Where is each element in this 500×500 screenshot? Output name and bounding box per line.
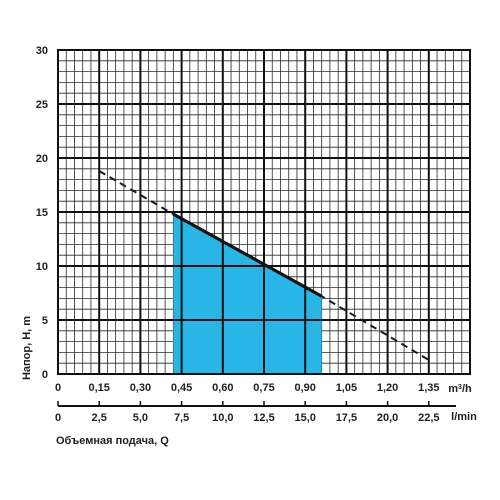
y-tick-label: 5: [42, 315, 48, 327]
y-axis-title: Напор, Н, m: [21, 316, 33, 380]
x-secondary-tick-label: 12,5: [253, 412, 274, 424]
y-tick-label: 20: [36, 153, 48, 165]
x-secondary-tick-label: 15,0: [294, 412, 315, 424]
x-primary-tick-label: 0,15: [88, 382, 109, 394]
y-tick-label: 15: [36, 207, 48, 219]
x-secondary-unit: l/min: [451, 411, 477, 423]
axes: [57, 49, 471, 407]
x-secondary-tick-label: 20,0: [377, 412, 398, 424]
tick-labels: 0 5 10 15 20 25 30 0 0,15 0,30 0,45 0,60 0,75 0,90 1,0…: [36, 45, 440, 424]
x-secondary-tick-label: 17,5: [336, 412, 357, 424]
y-tick-label: 10: [36, 261, 48, 273]
operating-area: [58, 50, 470, 374]
x-primary-tick-label: 0,45: [171, 382, 192, 394]
x-secondary-tick-label: 5,0: [133, 412, 148, 424]
operating-area-fill: [173, 214, 322, 374]
x-secondary-tick-label: 7,5: [174, 412, 189, 424]
x-primary-tick-label: 0,60: [212, 382, 233, 394]
x-primary-tick-label: 0,30: [130, 382, 151, 394]
pump-curve-working-range: [172, 212, 323, 298]
x-primary-tick-label: 1,35: [418, 382, 439, 394]
x-secondary-tick-label: 10,0: [212, 412, 233, 424]
x-primary-unit: m3/h: [448, 383, 472, 395]
x-secondary-tick-label: 22,5: [418, 412, 439, 424]
x-primary-unit-base: m: [448, 383, 458, 395]
plot-border: [57, 49, 471, 375]
x-primary-tick-label: 0: [55, 382, 61, 394]
x-primary-unit-tail: /h: [462, 383, 472, 395]
x-primary-unit-sup: 3: [458, 384, 462, 391]
x-primary-tick-label: 1,20: [377, 382, 398, 394]
x-primary-tick-label: 1,05: [336, 382, 357, 394]
x-primary-tick-label: 0,90: [294, 382, 315, 394]
x-secondary-tick-label: 0: [55, 412, 61, 424]
x-primary-tick-label: 0,75: [253, 382, 274, 394]
y-tick-label: 0: [42, 369, 48, 381]
y-tick-label: 30: [36, 45, 48, 57]
series-lines: [98, 170, 430, 361]
y-tick-label: 25: [36, 99, 48, 111]
x-secondary-tick-label: 2,5: [92, 412, 107, 424]
x-axis-title: Объемная подача, Q: [56, 435, 169, 447]
